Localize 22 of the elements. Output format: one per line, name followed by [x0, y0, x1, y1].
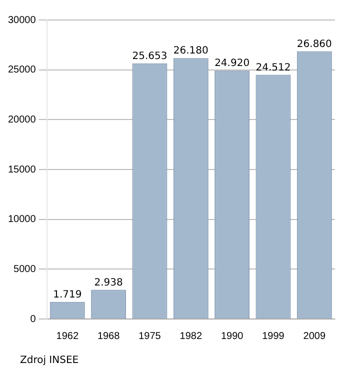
y-tick-label: 15000 [8, 164, 36, 176]
y-tick-label: 5000 [14, 264, 36, 275]
data-label: 25.653 [132, 50, 168, 62]
data-label: 24.512 [256, 62, 291, 74]
y-tick-label: 25000 [8, 64, 36, 76]
x-tick-label: 1968 [97, 330, 120, 342]
data-label: 24.920 [214, 58, 250, 70]
y-tick-label: 20000 [8, 114, 36, 126]
y-tick-label: 0 [30, 314, 36, 325]
x-tick-label: 1975 [138, 330, 162, 342]
data-label: 26.860 [296, 38, 332, 50]
x-tick-label: 1999 [262, 330, 285, 342]
data-label: 26.180 [173, 46, 208, 57]
data-label: 1.719 [53, 289, 82, 300]
x-tick-label: 1962 [56, 330, 79, 342]
y-tick-label: 10000 [8, 214, 36, 226]
data-label: 2.938 [94, 277, 123, 288]
text: Zdroj INSEE [20, 355, 79, 366]
x-tick-label: 2009 [303, 330, 326, 342]
x-tick-label: 1990 [220, 330, 244, 342]
y-tick-label: 30000 [8, 14, 36, 26]
x-tick-label: 1982 [180, 330, 202, 342]
